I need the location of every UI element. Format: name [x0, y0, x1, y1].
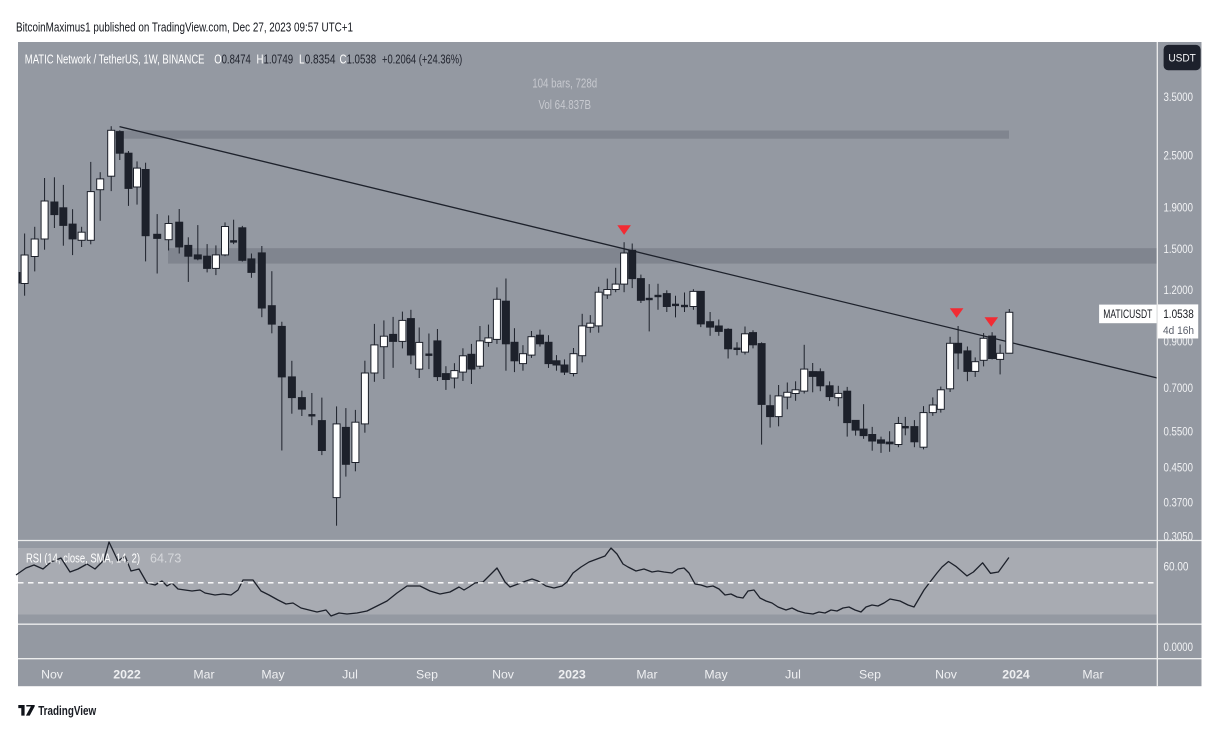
svg-text:MATIC Network / TetherUS, 1W,: MATIC Network / TetherUS, 1W, BINANCE	[25, 53, 205, 67]
svg-text:H1.0749: H1.0749	[257, 53, 294, 67]
svg-text:0.3050: 0.3050	[1164, 529, 1194, 543]
svg-text:2022: 2022	[113, 667, 141, 681]
svg-text:Sep: Sep	[859, 667, 881, 681]
svg-text:2.5000: 2.5000	[1164, 149, 1194, 163]
svg-text:1.0538: 1.0538	[1163, 307, 1194, 321]
svg-text:0.3700: 0.3700	[1164, 495, 1194, 509]
svg-text:104 bars, 728d: 104 bars, 728d	[532, 77, 597, 91]
svg-text:O0.8474: O0.8474	[214, 53, 251, 67]
svg-text:Mar: Mar	[193, 667, 214, 681]
svg-text:0.0000: 0.0000	[1164, 640, 1194, 654]
svg-text:L0.8354: L0.8354	[299, 53, 336, 67]
svg-text:Jul: Jul	[342, 667, 358, 681]
svg-text:2023: 2023	[558, 667, 586, 681]
svg-text:Nov: Nov	[935, 667, 958, 681]
svg-text:1.9000: 1.9000	[1164, 201, 1194, 215]
svg-text:RSI (14, close, SMA, 14, 2): RSI (14, close, SMA, 14, 2)	[26, 551, 140, 565]
svg-text:May: May	[261, 667, 285, 681]
svg-text:4d 16h: 4d 16h	[1163, 325, 1194, 337]
svg-text:3.5000: 3.5000	[1164, 90, 1194, 104]
svg-text:May: May	[704, 667, 728, 681]
svg-text:Nov: Nov	[41, 667, 64, 681]
svg-text:BitcoinMaximus1 published on T: BitcoinMaximus1 published on TradingView…	[16, 21, 353, 35]
svg-text:1.2000: 1.2000	[1164, 283, 1194, 297]
svg-text:Sep: Sep	[416, 667, 438, 681]
svg-text:Nov: Nov	[492, 667, 515, 681]
svg-text:Vol 64.837B: Vol 64.837B	[538, 98, 591, 112]
svg-text:+0.2064 (+24.36%): +0.2064 (+24.36%)	[382, 53, 462, 67]
svg-text:USDT: USDT	[1168, 53, 1196, 65]
svg-text:MATICUSDT: MATICUSDT	[1103, 308, 1152, 321]
svg-text:60.00: 60.00	[1164, 559, 1189, 573]
svg-text:C1.0538: C1.0538	[340, 53, 377, 67]
svg-text:1.5000: 1.5000	[1164, 242, 1194, 256]
svg-text:2024: 2024	[1002, 667, 1030, 681]
svg-text:0.7000: 0.7000	[1164, 381, 1194, 395]
svg-text:Jul: Jul	[785, 667, 801, 681]
svg-text:0.4500: 0.4500	[1164, 460, 1194, 474]
svg-text:TradingView: TradingView	[38, 703, 97, 718]
svg-text:0.5500: 0.5500	[1164, 424, 1194, 438]
svg-text:Mar: Mar	[1082, 667, 1103, 681]
svg-text:Mar: Mar	[636, 667, 657, 681]
svg-text:64.73: 64.73	[150, 551, 181, 565]
